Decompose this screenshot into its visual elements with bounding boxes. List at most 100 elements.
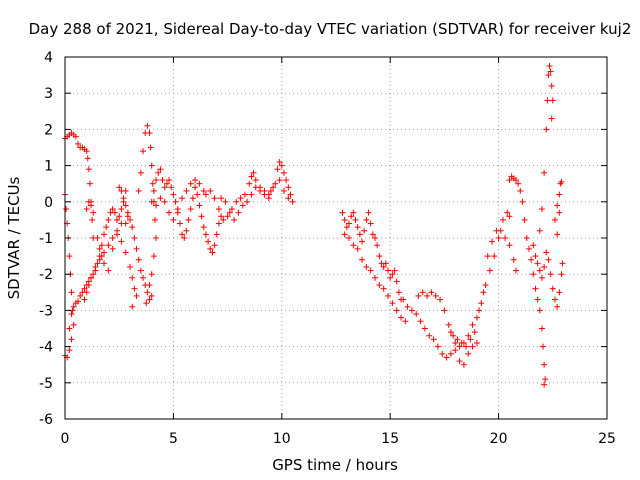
data-point bbox=[215, 220, 222, 227]
data-point bbox=[469, 343, 476, 350]
data-point bbox=[86, 180, 93, 187]
data-point bbox=[81, 285, 88, 292]
data-point bbox=[246, 180, 253, 187]
data-point bbox=[359, 256, 366, 263]
data-point bbox=[272, 180, 279, 187]
data-point bbox=[209, 249, 216, 256]
data-point bbox=[445, 321, 452, 328]
data-point bbox=[66, 347, 73, 354]
data-point bbox=[129, 303, 136, 310]
data-point bbox=[519, 198, 526, 205]
data-point bbox=[183, 227, 190, 234]
data-point bbox=[551, 216, 558, 223]
data-point bbox=[374, 242, 381, 249]
data-point bbox=[538, 325, 545, 332]
data-point bbox=[166, 177, 173, 184]
data-point bbox=[179, 195, 186, 202]
data-point bbox=[196, 180, 203, 187]
data-point bbox=[150, 187, 157, 194]
data-point bbox=[543, 126, 550, 133]
data-point bbox=[120, 195, 127, 202]
data-point bbox=[361, 227, 368, 234]
x-tick-label: 25 bbox=[598, 431, 616, 447]
data-point bbox=[546, 63, 553, 70]
data-point bbox=[534, 260, 541, 267]
data-point bbox=[157, 195, 164, 202]
data-point bbox=[170, 216, 177, 223]
data-point bbox=[233, 198, 240, 205]
data-point bbox=[359, 238, 366, 245]
data-point bbox=[280, 187, 287, 194]
y-tick-labels: -6 -5 -4 -3 -2 -1 0 1 2 3 4 bbox=[39, 50, 53, 428]
data-point bbox=[148, 292, 155, 299]
data-point bbox=[72, 133, 79, 140]
data-point bbox=[172, 198, 179, 205]
data-point bbox=[218, 195, 225, 202]
data-point bbox=[385, 292, 392, 299]
data-point bbox=[148, 271, 155, 278]
data-point bbox=[341, 231, 348, 238]
data-point bbox=[398, 314, 405, 321]
data-point bbox=[417, 318, 424, 325]
data-point bbox=[536, 267, 543, 274]
data-point bbox=[382, 260, 389, 267]
data-point bbox=[354, 245, 361, 252]
data-point bbox=[415, 292, 422, 299]
data-point bbox=[542, 376, 549, 383]
data-point bbox=[235, 209, 242, 216]
data-point bbox=[205, 238, 212, 245]
x-tick-labels: 0 5 10 15 20 25 bbox=[61, 431, 616, 447]
data-point bbox=[543, 249, 550, 256]
data-point bbox=[90, 209, 97, 216]
data-point bbox=[510, 256, 517, 263]
data-point bbox=[83, 289, 90, 296]
data-point bbox=[352, 216, 359, 223]
x-tick-label: 20 bbox=[490, 431, 508, 447]
data-point bbox=[101, 260, 108, 267]
data-point bbox=[549, 97, 556, 104]
data-point bbox=[525, 245, 532, 252]
data-point bbox=[77, 292, 84, 299]
data-point bbox=[88, 202, 95, 209]
data-point bbox=[428, 289, 435, 296]
data-point bbox=[454, 336, 461, 343]
data-point bbox=[96, 256, 103, 263]
data-point bbox=[350, 242, 357, 249]
data-point bbox=[220, 216, 227, 223]
data-point bbox=[389, 271, 396, 278]
data-point bbox=[341, 216, 348, 223]
y-axis-label: SDTVAR / TECUs bbox=[5, 176, 23, 299]
data-point bbox=[114, 231, 121, 238]
data-point bbox=[463, 343, 470, 350]
data-point bbox=[430, 336, 437, 343]
data-point bbox=[147, 144, 154, 151]
data-point bbox=[114, 216, 121, 223]
data-point bbox=[424, 292, 431, 299]
data-point bbox=[105, 242, 112, 249]
data-point bbox=[556, 191, 563, 198]
data-point bbox=[101, 249, 108, 256]
data-point bbox=[540, 343, 547, 350]
data-point bbox=[140, 148, 147, 155]
data-point bbox=[211, 242, 218, 249]
data-point bbox=[181, 235, 188, 241]
data-point bbox=[187, 180, 194, 187]
data-point bbox=[161, 184, 168, 191]
x-axis-label: GPS time / hours bbox=[272, 456, 398, 474]
data-point bbox=[116, 213, 123, 220]
data-point bbox=[544, 97, 551, 104]
data-point bbox=[547, 271, 554, 278]
data-point bbox=[499, 216, 506, 223]
y-tick-label: -5 bbox=[39, 376, 53, 392]
x-tick-label: 0 bbox=[61, 431, 70, 447]
data-point bbox=[237, 195, 244, 202]
data-point bbox=[393, 278, 400, 285]
data-point bbox=[174, 206, 181, 213]
data-point bbox=[285, 184, 292, 191]
data-point bbox=[506, 213, 513, 220]
data-point bbox=[92, 263, 99, 270]
data-point bbox=[150, 253, 157, 260]
data-point bbox=[469, 321, 476, 328]
data-point bbox=[179, 231, 186, 238]
data-point bbox=[151, 216, 158, 223]
